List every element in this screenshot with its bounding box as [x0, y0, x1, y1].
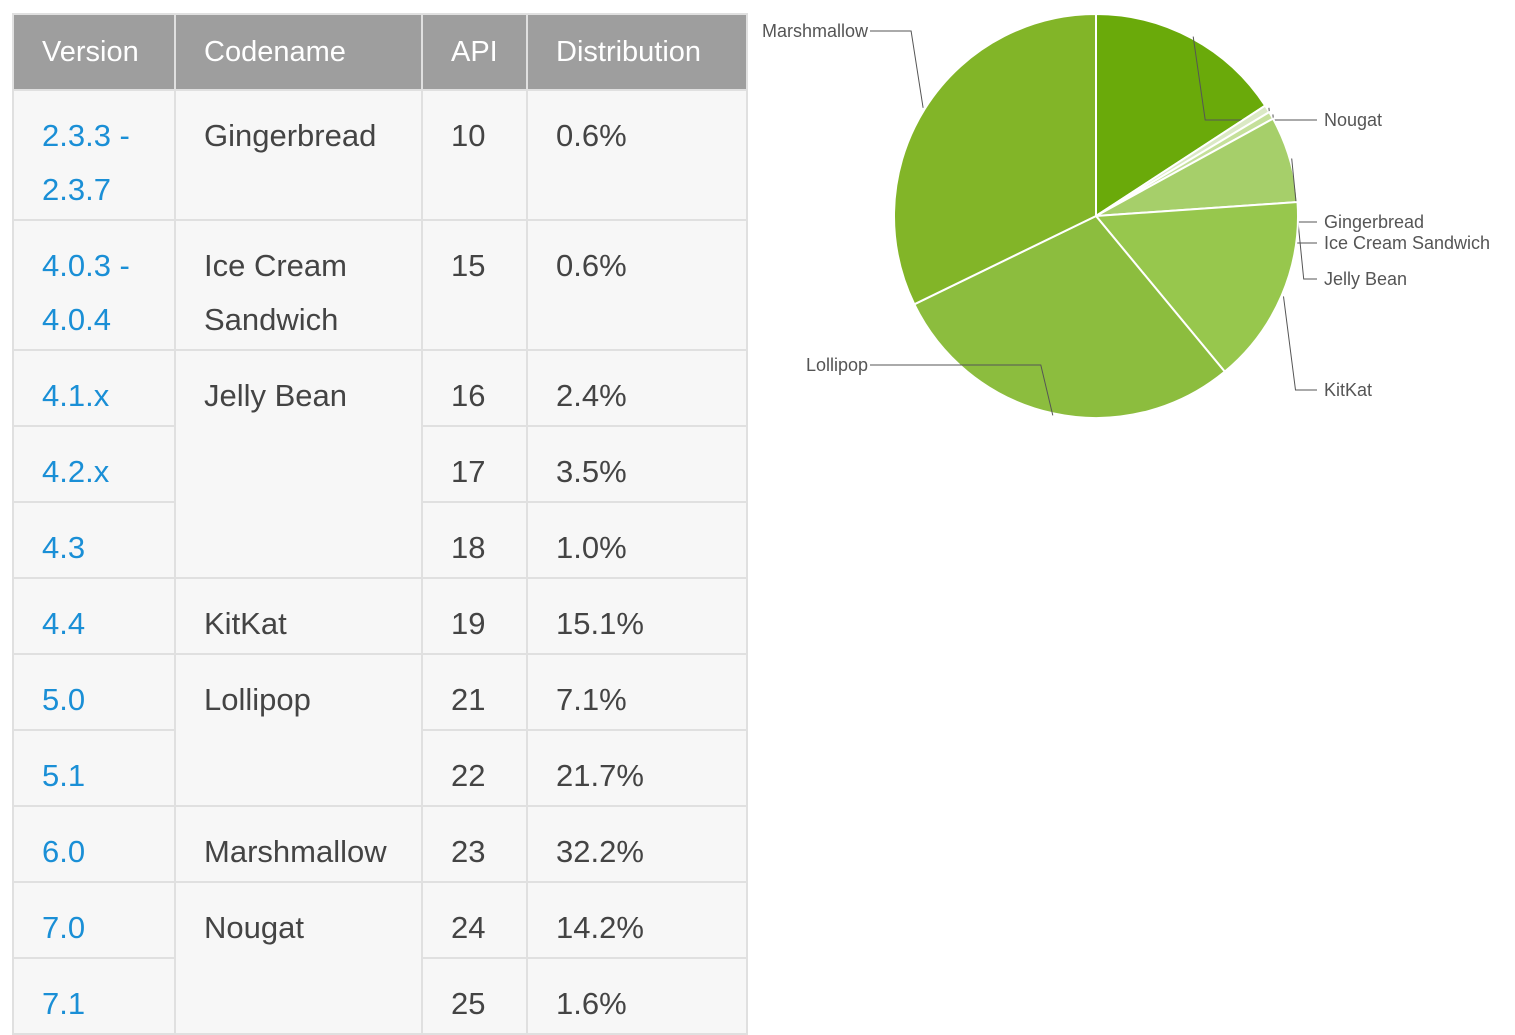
- api-cell: 17: [421, 425, 528, 503]
- codename-cell: Lollipop: [174, 653, 423, 807]
- codename-line: Ice Cream: [204, 248, 347, 283]
- pie-label: Marshmallow: [762, 21, 869, 41]
- distribution-cell: 2.4%: [526, 349, 748, 427]
- distribution-cell: 32.2%: [526, 805, 748, 883]
- version-cell[interactable]: 2.3.3 - 2.3.7: [12, 89, 176, 221]
- api-cell: 25: [421, 957, 528, 1035]
- version-link[interactable]: 6.0: [42, 834, 86, 869]
- version-cell[interactable]: 7.0: [12, 881, 176, 959]
- api-cell: 23: [421, 805, 528, 883]
- table-header-row: Version Codename API Distribution: [12, 13, 748, 91]
- version-cell[interactable]: 5.1: [12, 729, 176, 807]
- api-cell: 10: [421, 89, 528, 221]
- table-row: 4.3 18 1.0%: [12, 501, 748, 579]
- table-row: 5.1 22 21.7%: [12, 729, 748, 807]
- table-row: 4.4 KitKat 19 15.1%: [12, 577, 748, 655]
- distribution-cell: 0.6%: [526, 89, 748, 221]
- pie-label: KitKat: [1324, 380, 1372, 400]
- pie-label: Gingerbread: [1324, 212, 1424, 232]
- pie-slice-nougat: [1095, 12, 1267, 218]
- api-cell: 21: [421, 653, 528, 731]
- distribution-cell: 1.6%: [526, 957, 748, 1035]
- api-cell: 18: [421, 501, 528, 579]
- table-row: 6.0 Marshmallow 23 32.2%: [12, 805, 748, 883]
- table-row: 2.3.3 - 2.3.7 Gingerbread 10 0.6%: [12, 89, 748, 221]
- distribution-cell: 15.1%: [526, 577, 748, 655]
- table-row: 4.2.x 17 3.5%: [12, 425, 748, 503]
- codename-cell: Ice Cream Sandwich: [174, 219, 423, 351]
- version-link[interactable]: 2.3.7: [42, 172, 111, 207]
- pie-leader-line: [1291, 158, 1317, 280]
- distribution-table: Version Codename API Distribution 2.3.3 …: [12, 13, 748, 1035]
- version-link[interactable]: 5.1: [42, 758, 86, 793]
- api-cell: 16: [421, 349, 528, 427]
- pie-slice-kitkat: [1093, 200, 1299, 374]
- codename-cell: Gingerbread: [174, 89, 423, 221]
- codename-line: Sandwich: [204, 302, 339, 337]
- version-link[interactable]: 4.4: [42, 606, 86, 641]
- version-link[interactable]: 2.3.3 -: [42, 118, 130, 153]
- version-link[interactable]: 7.0: [42, 910, 86, 945]
- version-link[interactable]: 4.0.4: [42, 302, 111, 337]
- distribution-cell: 1.0%: [526, 501, 748, 579]
- pie-leader-line: [870, 30, 924, 108]
- version-link[interactable]: 4.3: [42, 530, 86, 565]
- version-link[interactable]: 4.2.x: [42, 454, 110, 489]
- pie-leader-line: [1283, 296, 1317, 391]
- version-cell[interactable]: 4.1.x: [12, 349, 176, 427]
- table-row: 4.1.x Jelly Bean 16 2.4%: [12, 349, 748, 579]
- pie-label: Nougat: [1324, 110, 1382, 130]
- codename-cell: Nougat: [174, 881, 423, 1035]
- pie-slice-lollipop: [912, 214, 1227, 419]
- header-distribution: Distribution: [526, 13, 748, 91]
- version-link[interactable]: 5.0: [42, 682, 86, 717]
- version-cell[interactable]: 7.1: [12, 957, 176, 1035]
- header-version: Version: [12, 13, 176, 91]
- version-link[interactable]: 7.1: [42, 986, 86, 1021]
- pie-label: Jelly Bean: [1324, 269, 1407, 289]
- pie-label: Lollipop: [806, 355, 868, 375]
- table-row: 5.0 Lollipop 21 7.1%: [12, 653, 748, 807]
- version-link[interactable]: 4.1.x: [42, 378, 110, 413]
- distribution-cell: 21.7%: [526, 729, 748, 807]
- version-cell[interactable]: 4.3: [12, 501, 176, 579]
- codename-cell: Marshmallow: [174, 805, 423, 883]
- api-cell: 19: [421, 577, 528, 655]
- table-row: 7.0 Nougat 24 14.2%: [12, 881, 748, 1035]
- api-cell: 15: [421, 219, 528, 351]
- version-cell[interactable]: 4.2.x: [12, 425, 176, 503]
- version-cell[interactable]: 4.0.3 - 4.0.4: [12, 219, 176, 351]
- table-row: 4.0.3 - 4.0.4 Ice Cream Sandwich 15 0.6%: [12, 219, 748, 351]
- codename-cell: KitKat: [174, 577, 423, 655]
- distribution-cell: 14.2%: [526, 881, 748, 959]
- api-cell: 22: [421, 729, 528, 807]
- pie-leader-line: [870, 364, 1054, 416]
- distribution-cell: 0.6%: [526, 219, 748, 351]
- pie-slice-marshmallow: [893, 12, 1097, 306]
- pie-leader-line: [1192, 36, 1317, 121]
- version-cell[interactable]: 6.0: [12, 805, 176, 883]
- distribution-cell: 3.5%: [526, 425, 748, 503]
- version-cell[interactable]: 5.0: [12, 653, 176, 731]
- api-cell: 24: [421, 881, 528, 959]
- distribution-cell: 7.1%: [526, 653, 748, 731]
- header-codename: Codename: [174, 13, 423, 91]
- version-link[interactable]: 4.0.3 -: [42, 248, 130, 283]
- header-api: API: [421, 13, 528, 91]
- pie-label: Ice Cream Sandwich: [1324, 233, 1490, 253]
- version-cell[interactable]: 4.4: [12, 577, 176, 655]
- codename-cell: Jelly Bean: [174, 349, 423, 579]
